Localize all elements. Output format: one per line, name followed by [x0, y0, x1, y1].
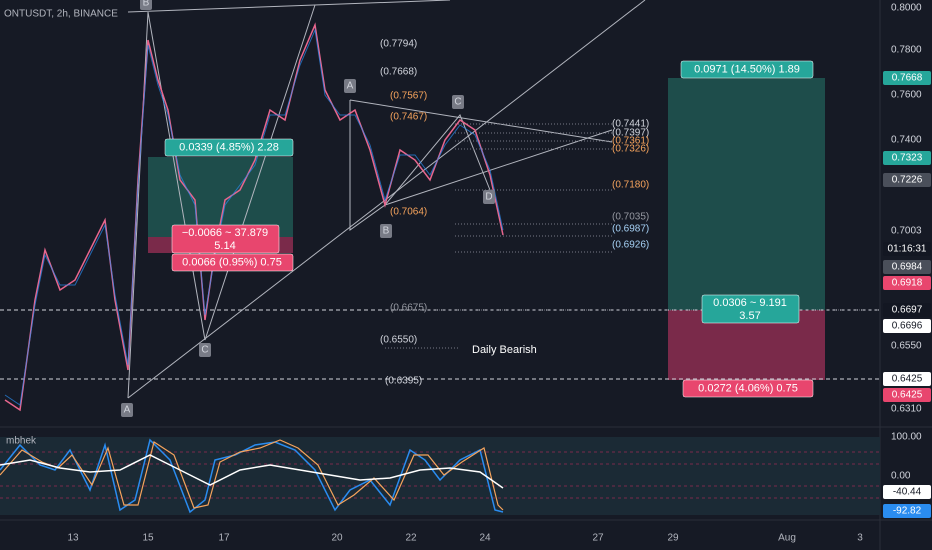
- date-label: 15: [142, 533, 154, 544]
- oscillator-band: [0, 437, 880, 515]
- wave-label: A: [347, 81, 354, 92]
- price-badge: 0.7323: [892, 153, 923, 164]
- oscillator-badge-bg: [883, 504, 931, 518]
- fib-label: (0.6926): [612, 240, 649, 251]
- fib-label: (0.6987): [612, 224, 649, 235]
- price-badge: 0.6696: [892, 321, 923, 332]
- date-label: 13: [67, 533, 79, 544]
- right-profit-zone: [668, 78, 825, 310]
- wave-label: B: [143, 0, 150, 9]
- wave-label: B: [383, 226, 390, 237]
- left-profit-label: 0.0339 (4.85%) 2.28: [179, 141, 279, 153]
- wave-label: A: [124, 405, 131, 416]
- price-badge-bg: [883, 372, 931, 386]
- price-label: 0.7800: [891, 45, 922, 56]
- right-loss-label: 0.0272 (4.06%) 0.75: [698, 382, 798, 394]
- price-badge: 0.6918: [892, 278, 923, 289]
- fib-label: (0.6395): [385, 376, 422, 387]
- oscillator-slow: [0, 439, 504, 511]
- price-label: 0.7003: [891, 226, 922, 237]
- wave-label-bg: [344, 79, 356, 93]
- oscillator-axis-label: 100.00: [891, 432, 922, 443]
- price-badge-bg: [883, 173, 931, 187]
- left-open-label: 5.14: [214, 240, 235, 252]
- fib-label: (0.7180): [612, 180, 649, 191]
- wave-label-bg: [121, 403, 133, 417]
- price-badge: 0.6984: [892, 262, 923, 273]
- right-profit-label: 0.0971 (14.50%) 1.89: [694, 63, 800, 75]
- date-label: 27: [592, 533, 604, 544]
- price-label: 0.7600: [891, 90, 922, 101]
- wave-label-bg: [452, 95, 464, 109]
- price-badge-bg: [883, 319, 931, 333]
- date-label: 20: [331, 533, 343, 544]
- fib-label: (0.7441): [612, 119, 649, 130]
- oscillator-main: [0, 454, 504, 489]
- right-profit-bg: [680, 60, 814, 79]
- date-label: 17: [218, 533, 230, 544]
- fib-label: (0.7035): [612, 212, 649, 223]
- wave-label-bg: [483, 190, 495, 204]
- left-open-bg: [171, 224, 280, 254]
- symbol: ONTUSDT, 2h, BINANCE: [4, 9, 118, 20]
- date-label: Aug: [778, 533, 796, 544]
- price-label: 0.8000: [891, 3, 922, 14]
- oscillator-badge: -40.44: [893, 487, 922, 498]
- right-open-label: 0.0306 ~ 9.191: [713, 297, 787, 309]
- fib-label: (0.6675): [390, 303, 427, 314]
- price-badge: 0.7226: [892, 175, 923, 186]
- date-label: 22: [405, 533, 417, 544]
- wave-label: D: [485, 192, 492, 203]
- price-path-alt: [4, 28, 504, 406]
- oscillator-levels: [0, 451, 880, 499]
- left-open-label: −0.0066 ~ 37.879: [182, 227, 268, 239]
- price-badge: 01:16:31: [888, 244, 927, 255]
- fib-label: (0.6550): [380, 335, 417, 346]
- fib-label: (0.7467): [390, 112, 427, 123]
- price-badge: 0.7668: [892, 73, 923, 84]
- fib-label: (0.7794): [380, 39, 417, 50]
- price-label: 0.6310: [891, 404, 922, 415]
- price-badge: 0.6697: [892, 305, 923, 316]
- price-badge-bg: [883, 388, 931, 402]
- wave-label: C: [201, 345, 208, 356]
- right-open-bg: [701, 294, 800, 324]
- left-loss-label: 0.0066 (0.95%) 0.75: [182, 256, 282, 268]
- price-badge: 0.6425: [892, 374, 923, 385]
- wave-label-bg: [199, 343, 211, 357]
- left-profit-bg: [164, 138, 294, 157]
- wave-label: C: [454, 97, 461, 108]
- price-badge-bg: [883, 151, 931, 165]
- left-loss-bg: [171, 253, 294, 272]
- oscillator-fast: [0, 438, 504, 514]
- oscillator-badge-bg: [883, 485, 931, 499]
- price-badge-bg: [883, 260, 931, 274]
- price-badge-bg: [883, 242, 931, 256]
- oscillator-axis-label: 0.00: [891, 471, 911, 482]
- fib-label: (0.7326): [612, 144, 649, 155]
- date-label: 3: [857, 533, 863, 544]
- wave-label-bg: [380, 224, 392, 238]
- oscillator-name: mbhek: [6, 436, 37, 447]
- price-badge-bg: [883, 276, 931, 290]
- date-label: 29: [667, 533, 679, 544]
- fib-label: (0.7361): [612, 136, 649, 147]
- price-badge: 0.6425: [892, 390, 923, 401]
- fib-label: (0.7064): [390, 207, 427, 218]
- annotation: Daily Bearish: [472, 344, 537, 356]
- date-label: 24: [479, 533, 491, 544]
- price-label: 0.6550: [891, 341, 922, 352]
- right-loss-bg: [682, 379, 814, 398]
- price-label: 0.7400: [891, 135, 922, 146]
- fib-label: (0.7397): [612, 128, 649, 139]
- price-badge-bg: [883, 71, 931, 85]
- wave-label-bg: [140, 0, 152, 10]
- right-open-label: 3.57: [739, 310, 760, 322]
- fib-label: (0.7567): [390, 91, 427, 102]
- fib-label: (0.7668): [380, 67, 417, 78]
- fib-levels: [385, 123, 880, 349]
- price-badge-bg: [883, 303, 931, 317]
- oscillator-badge: -92.82: [893, 506, 922, 517]
